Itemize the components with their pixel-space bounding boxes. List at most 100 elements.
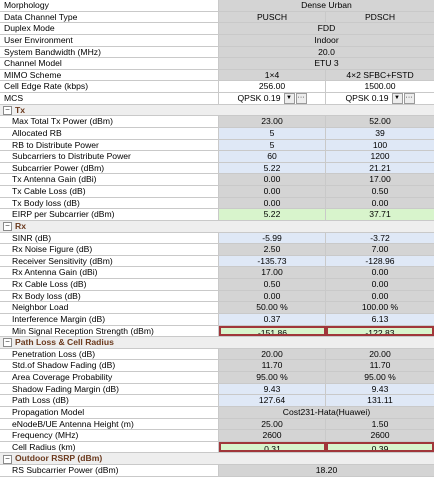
value-system-bandwidth-mhz[interactable]: 20.0 (219, 46, 434, 58)
pusch-value-penetration-loss-db[interactable]: 20.00 (219, 348, 326, 360)
value-user-environment[interactable]: Indoor (219, 34, 434, 46)
table-row: MCS QPSK 0.19 ▼ ··· QPSK 0.19 ▼ ··· (0, 93, 434, 105)
value-propagation-model[interactable]: Cost231-Hata(Huawei) (219, 406, 434, 418)
pusch-value-subcarrier-power-dbm[interactable]: 5.22 (219, 162, 326, 174)
pusch-value-rx-cable-loss-db[interactable]: 0.50 (219, 279, 326, 290)
pdsch-value-tx-body-loss-db[interactable]: 0.00 (326, 197, 434, 209)
pusch-value-sinr-db[interactable]: -5.99 (219, 232, 326, 244)
collapse-icon[interactable]: − (3, 105, 12, 115)
pusch-value-rb-to-distribute-power[interactable]: 5 (219, 139, 326, 151)
pusch-value-path-loss-db[interactable]: 127.64 (219, 395, 326, 406)
row-label-rx-cable-loss-db: Rx Cable Loss (dB) (0, 279, 219, 290)
row-label-frequency-mhz: Frequency (MHz) (0, 430, 219, 441)
value-morphology[interactable]: Dense Urban (219, 0, 434, 11)
pdsch-value-interference-margin-db[interactable]: 6.13 (326, 313, 434, 325)
mcs-pdsch-select[interactable]: QPSK 0.19 ▼ ··· (326, 93, 434, 104)
pdsch-value-min-signal-reception-strength-dbm[interactable]: -122.83 (326, 325, 434, 337)
table-row: Neighbor Load 50.00 % 100.00 % (0, 302, 434, 314)
ellipsis-button[interactable]: ··· (295, 93, 307, 104)
section-header-rx[interactable]: − Rx (0, 220, 434, 233)
table-row: Tx Antenna Gain (dBi) 0.00 17.00 (0, 174, 434, 186)
pdsch-value-std-of-shadow-fading-db[interactable]: 11.70 (326, 360, 434, 371)
pusch-value-subcarriers-to-distribute-power[interactable]: 60 (219, 151, 326, 162)
pusch-value-mimo-scheme[interactable]: 1×4 (219, 69, 326, 81)
pusch-value-max-total-tx-power-dbm[interactable]: 23.00 (219, 116, 326, 127)
pusch-value-std-of-shadow-fading-db[interactable]: 11.70 (219, 360, 326, 371)
pdsch-value-area-coverage-probability[interactable]: 95.00 % (326, 372, 434, 383)
pusch-value-frequency-mhz[interactable]: 2600 (219, 430, 326, 441)
pusch-value-rx-body-loss-db[interactable]: 0.00 (219, 290, 326, 302)
pdsch-value-penetration-loss-db[interactable]: 20.00 (326, 348, 434, 360)
pdsch-value-rb-to-distribute-power[interactable]: 100 (326, 139, 434, 151)
pdsch-value-subcarriers-to-distribute-power[interactable]: 1200 (326, 151, 434, 162)
pusch-value-cell-radius-km[interactable]: 0.31 (219, 441, 326, 453)
pusch-value-receiver-sensitivity-dbm[interactable]: -135.73 (219, 255, 326, 267)
row-label-shadow-fading-margin-db: Shadow Fading Margin (dB) (0, 383, 219, 395)
section-title: − Rx (0, 221, 434, 232)
section-header-tx[interactable]: − Tx (0, 104, 434, 117)
pdsch-value-rx-antenna-gain-dbi[interactable]: 0.00 (326, 267, 434, 278)
section-title: − Outdoor RSRP (dBm) (0, 453, 434, 464)
pdsch-value-neighbor-load[interactable]: 100.00 % (326, 302, 434, 313)
pusch-value-enodeb-ue-antenna-height-m[interactable]: 25.00 (219, 418, 326, 430)
table-row: Min Signal Reception Strength (dBm) -151.… (0, 325, 434, 338)
chevron-down-icon[interactable]: ▼ (391, 93, 403, 104)
pdsch-value-enodeb-ue-antenna-height-m[interactable]: 1.50 (326, 418, 434, 430)
pusch-value-tx-body-loss-db[interactable]: 0.00 (219, 197, 326, 209)
collapse-icon[interactable]: − (3, 338, 12, 348)
ellipsis-button[interactable]: ··· (403, 93, 415, 104)
pdsch-value-rx-cable-loss-db[interactable]: 0.00 (326, 279, 434, 290)
row-label-propagation-model: Propagation Model (0, 406, 219, 418)
collapse-icon[interactable]: − (3, 454, 12, 464)
section-header-outdoor-rsrp-dbm[interactable]: − Outdoor RSRP (dBm) (0, 453, 434, 465)
pdsch-value-allocated-rb[interactable]: 39 (326, 127, 434, 139)
pusch-value-data-channel-type[interactable]: PUSCH (219, 11, 326, 23)
value-rs-subcarrier-power-dbm[interactable]: 18.20 (219, 465, 434, 476)
pdsch-value-rx-noise-figure-db[interactable]: 7.00 (326, 244, 434, 255)
pusch-value-eirp-per-subcarrier-dbm[interactable]: 5.22 (219, 209, 326, 220)
section-header-path-loss-cell-radius[interactable]: − Path Loss & Cell Radius (0, 337, 434, 349)
mcs-pusch-select[interactable]: QPSK 0.19 ▼ ··· (219, 93, 326, 104)
pusch-value-allocated-rb[interactable]: 5 (219, 127, 326, 139)
pusch-value-cell-edge-rate-kbps[interactable]: 256.00 (219, 81, 326, 92)
table-row: Penetration Loss (dB) 20.00 20.00 (0, 348, 434, 361)
pdsch-value-tx-cable-loss-db[interactable]: 0.50 (326, 186, 434, 197)
pdsch-value-receiver-sensitivity-dbm[interactable]: -128.96 (326, 255, 434, 267)
table-row: Propagation Model Cost231-Hata(Huawei) (0, 406, 434, 419)
pdsch-value-max-total-tx-power-dbm[interactable]: 52.00 (326, 116, 434, 127)
value-channel-model[interactable]: ETU 3 (219, 58, 434, 69)
table-row: Rx Cable Loss (dB) 0.50 0.00 (0, 279, 434, 291)
pusch-value-min-signal-reception-strength-dbm[interactable]: -151.86 (219, 325, 326, 337)
pusch-value-rx-noise-figure-db[interactable]: 2.50 (219, 244, 326, 255)
pusch-value-tx-antenna-gain-dbi[interactable]: 0.00 (219, 174, 326, 185)
pdsch-value-cell-edge-rate-kbps[interactable]: 1500.00 (326, 81, 434, 92)
table-row: Rx Noise Figure (dB) 2.50 7.00 (0, 244, 434, 256)
pusch-value-neighbor-load[interactable]: 50.00 % (219, 302, 326, 313)
pusch-value-tx-cable-loss-db[interactable]: 0.00 (219, 186, 326, 197)
value-duplex-mode[interactable]: FDD (219, 23, 434, 34)
pdsch-value-eirp-per-subcarrier-dbm[interactable]: 37.71 (326, 209, 434, 220)
row-label-enodeb-ue-antenna-height-m: eNodeB/UE Antenna Height (m) (0, 418, 219, 430)
table-row: Tx Body loss (dB) 0.00 0.00 (0, 197, 434, 210)
collapse-icon[interactable]: − (3, 222, 12, 232)
pdsch-value-shadow-fading-margin-db[interactable]: 9.43 (326, 383, 434, 395)
table-row: SINR (dB) -5.99 -3.72 (0, 232, 434, 245)
pdsch-value-mimo-scheme[interactable]: 4×2 SFBC+FSTD (326, 69, 434, 81)
pdsch-value-frequency-mhz[interactable]: 2600 (326, 430, 434, 441)
row-label-rs-subcarrier-power-dbm: RS Subcarrier Power (dBm) (0, 465, 219, 476)
pdsch-value-rx-body-loss-db[interactable]: 0.00 (326, 290, 434, 302)
pdsch-value-subcarrier-power-dbm[interactable]: 21.21 (326, 162, 434, 174)
pdsch-value-sinr-db[interactable]: -3.72 (326, 232, 434, 244)
pusch-value-area-coverage-probability[interactable]: 95.00 % (219, 372, 326, 383)
pusch-value-shadow-fading-margin-db[interactable]: 9.43 (219, 383, 326, 395)
row-label-std-of-shadow-fading-db: Std.of Shadow Fading (dB) (0, 360, 219, 371)
pdsch-value-path-loss-db[interactable]: 131.11 (326, 395, 434, 406)
chevron-down-icon[interactable]: ▼ (283, 93, 295, 104)
row-label-channel-model: Channel Model (0, 58, 219, 69)
pdsch-value-data-channel-type[interactable]: PDSCH (326, 11, 434, 23)
row-label-penetration-loss-db: Penetration Loss (dB) (0, 348, 219, 360)
pdsch-value-tx-antenna-gain-dbi[interactable]: 17.00 (326, 174, 434, 185)
pusch-value-interference-margin-db[interactable]: 0.37 (219, 313, 326, 325)
pdsch-value-cell-radius-km[interactable]: 0.39 (326, 441, 434, 453)
pusch-value-rx-antenna-gain-dbi[interactable]: 17.00 (219, 267, 326, 278)
